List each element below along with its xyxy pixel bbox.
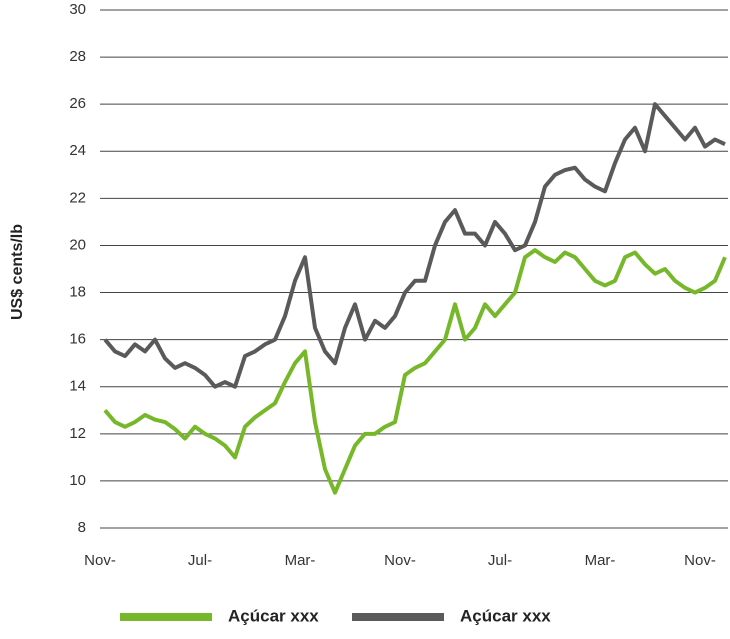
- x-tick-label: Jul-: [188, 552, 212, 569]
- y-tick-label: 12: [69, 425, 86, 442]
- legend-label: Açúcar xxx: [228, 606, 319, 625]
- legend-label: Açúcar xxx: [460, 606, 551, 625]
- y-tick-label: 8: [78, 519, 86, 536]
- y-tick-label: 10: [69, 472, 86, 489]
- y-axis-title: US$ cents/lb: [9, 224, 26, 320]
- line: [103, 248, 727, 495]
- y-tick-label: 30: [69, 1, 86, 18]
- x-tick-label: Jul-: [488, 552, 512, 569]
- legend-swatch: [120, 613, 212, 621]
- x-tick-label: Nov-: [84, 552, 116, 569]
- x-tick-label: Mar-: [285, 552, 316, 569]
- y-tick-label: 20: [69, 236, 86, 253]
- y-tick-label: 14: [69, 378, 86, 395]
- y-tick-label: 18: [69, 284, 86, 301]
- line: [103, 102, 726, 389]
- x-tick-label: Mar-: [585, 552, 616, 569]
- x-tick-label: Nov-: [684, 552, 716, 569]
- y-tick-label: 28: [69, 48, 86, 65]
- y-tick-label: 16: [69, 331, 86, 348]
- legend-swatch: [352, 613, 444, 621]
- x-tick-label: Nov-: [384, 552, 416, 569]
- y-tick-label: 24: [69, 142, 86, 159]
- y-tick-label: 26: [69, 95, 86, 112]
- y-tick-label: 22: [69, 189, 86, 206]
